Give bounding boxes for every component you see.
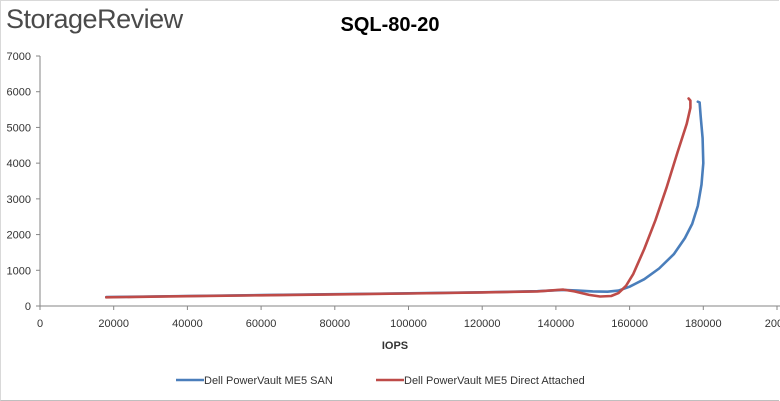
x-tick-label: 120000 <box>464 318 501 330</box>
legend-label: Dell PowerVault ME5 SAN <box>204 375 333 387</box>
chart-title: SQL-80-20 <box>340 14 440 36</box>
y-tick-label: 4000 <box>7 158 31 170</box>
y-tick-label: 7000 <box>7 51 31 63</box>
y-axis-ticks: 0 1000 2000 3000 4000 5000 6000 7000 <box>7 51 40 313</box>
storagereview-logo: StorageReview <box>6 4 183 34</box>
x-tick-label: 80000 <box>320 318 351 330</box>
x-tick-label: 140000 <box>538 318 575 330</box>
x-tick-label: 180000 <box>685 318 722 330</box>
x-tick-label: 100000 <box>390 318 427 330</box>
chart-axes <box>39 56 780 307</box>
y-tick-label: 3000 <box>7 194 31 206</box>
x-axis-title: IOPS <box>382 340 408 352</box>
x-axis-ticks: 0 20000 40000 60000 80000 100000 120000 140000 1… <box>37 306 780 330</box>
series-line-direct-attached <box>105 97 692 299</box>
x-tick-label: 160000 <box>611 318 648 330</box>
y-tick-label: 6000 <box>7 87 31 99</box>
series-lines <box>105 97 705 299</box>
x-tick-label: 40000 <box>172 318 203 330</box>
x-tick-label: 20000 <box>98 318 129 330</box>
x-tick-label: 0 <box>37 318 43 330</box>
series-line-san <box>105 100 705 299</box>
legend: Dell PowerVault ME5 SAN Dell PowerVault M… <box>176 375 585 387</box>
y-tick-label: 0 <box>25 301 31 313</box>
y-tick-label: 5000 <box>7 122 31 134</box>
y-tick-label: 2000 <box>7 230 31 242</box>
legend-label: Dell PowerVault ME5 Direct Attached <box>404 375 585 387</box>
x-tick-label: 60000 <box>246 318 277 330</box>
y-tick-label: 1000 <box>7 265 31 277</box>
x-tick-label: 2000 <box>765 318 780 330</box>
